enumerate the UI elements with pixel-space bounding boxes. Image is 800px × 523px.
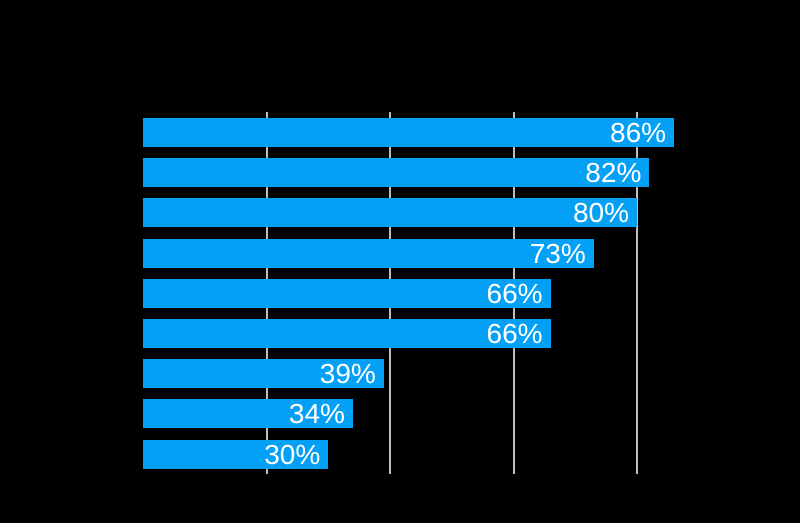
bar-value-label: 66% bbox=[486, 318, 543, 349]
bar: 73% bbox=[143, 237, 594, 269]
bar-value-label: 34% bbox=[288, 398, 345, 430]
bar-value-label: 66% bbox=[486, 277, 543, 309]
bar: 66% bbox=[143, 319, 551, 348]
bar-value-label: 86% bbox=[610, 117, 667, 148]
gridline-80pct bbox=[636, 112, 638, 474]
bar-value-label: 30% bbox=[264, 438, 321, 470]
bar: 82% bbox=[143, 157, 650, 189]
bar-value-label: 82% bbox=[585, 157, 642, 189]
bar: 39% bbox=[143, 358, 384, 390]
bar: 80% bbox=[143, 197, 637, 229]
bar-value-label: 73% bbox=[529, 237, 586, 269]
bar: 86% bbox=[143, 117, 675, 148]
bar-value-label: 39% bbox=[319, 358, 376, 390]
bar-value-label: 80% bbox=[572, 197, 629, 229]
bar: 34% bbox=[143, 398, 353, 430]
bar: 30% bbox=[143, 438, 329, 470]
bar: 66% bbox=[143, 277, 551, 309]
